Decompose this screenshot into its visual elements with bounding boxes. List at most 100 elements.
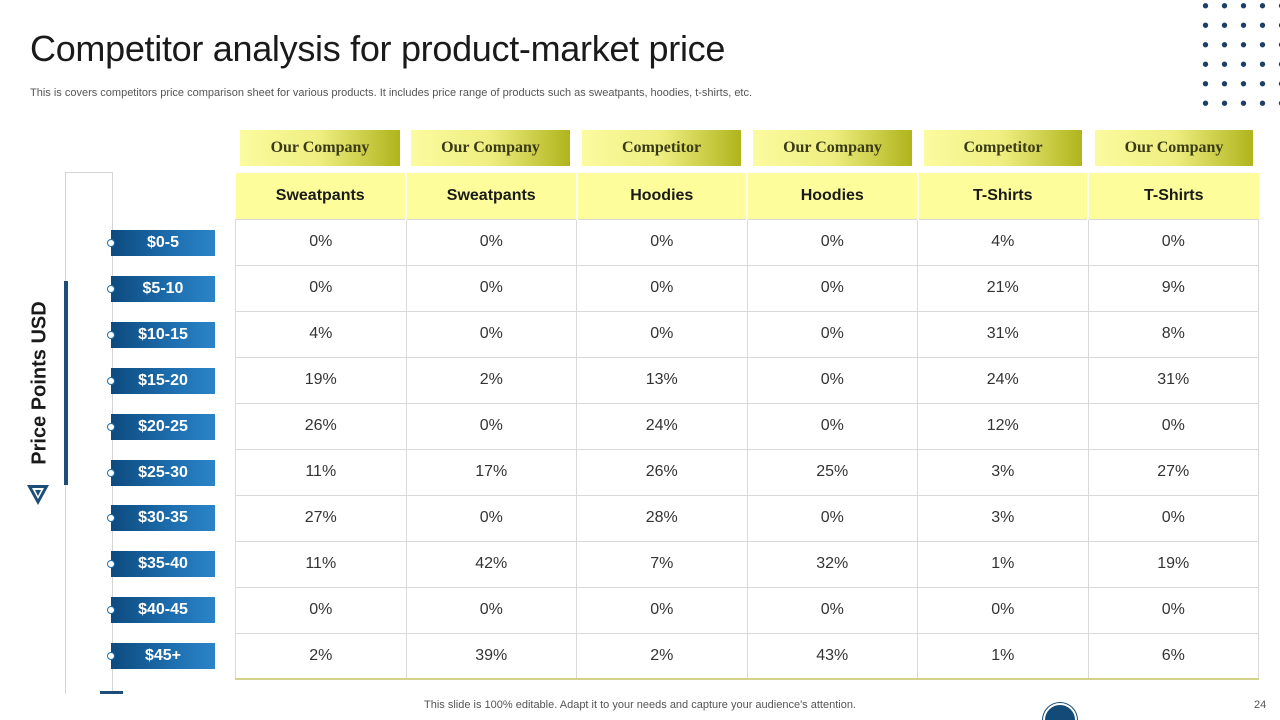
product-header: T-Shirts <box>1088 173 1259 219</box>
table-cell: 19% <box>1087 540 1259 588</box>
product-header-row: Sweatpants Sweatpants Hoodies Hoodies T-Shir… <box>235 173 1259 219</box>
table-row: 19% 2% 13% 0% 24% 31% <box>235 356 1259 404</box>
product-header: Hoodies <box>747 173 919 219</box>
product-header: Sweatpants <box>235 173 407 219</box>
table-cell: 9% <box>1087 264 1259 312</box>
price-point-tag: $45+ <box>107 643 215 670</box>
table-cell: 1% <box>917 632 1089 680</box>
table-cell: 0% <box>917 586 1089 634</box>
table-cell: 0% <box>405 310 577 358</box>
table-cell: 0% <box>746 356 918 404</box>
table-cell: 4% <box>235 310 407 358</box>
table-cell: 0% <box>576 218 748 266</box>
product-header: Sweatpants <box>406 173 578 219</box>
price-point-tag: $35-40 <box>107 551 215 578</box>
table-cell: 0% <box>405 218 577 266</box>
table-cell: 17% <box>405 448 577 496</box>
slide-title: Competitor analysis for product-market p… <box>30 28 726 69</box>
table-body: 0% 0% 0% 0% 4% 0% 0% 0% 0% 0% 21% 9% 4% 0% 0% 0% 31% 8% 19… <box>235 218 1259 680</box>
table-cell: 25% <box>746 448 918 496</box>
table-cell: 7% <box>576 540 748 588</box>
table-row: 11% 42% 7% 32% 1% 19% <box>235 540 1259 588</box>
table-cell: 0% <box>235 218 407 266</box>
column-head-3: Competitor <box>582 130 741 166</box>
price-bracket-line <box>65 172 113 694</box>
table-cell: 31% <box>917 310 1089 358</box>
table-cell: 0% <box>1087 218 1259 266</box>
table-cell: 31% <box>1087 356 1259 404</box>
table-cell: 11% <box>235 448 407 496</box>
table-cell: 3% <box>917 448 1089 496</box>
tag-hole-icon <box>107 376 115 385</box>
price-point-tag: $5-10 <box>107 275 215 302</box>
table-cell: 27% <box>235 494 407 542</box>
price-point-tag: $15-20 <box>107 367 215 394</box>
price-point-tag: $10-15 <box>107 321 215 348</box>
column-head-5: Competitor <box>924 130 1082 166</box>
price-point-tag: $25-30 <box>107 459 215 486</box>
column-head-6: Our Company <box>1095 130 1253 166</box>
table-row: 11% 17% 26% 25% 3% 27% <box>235 448 1259 496</box>
price-point-label: $0-5 <box>146 234 180 251</box>
table-cell: 13% <box>576 356 748 404</box>
table-cell: 6% <box>1087 632 1259 680</box>
table-cell: 0% <box>746 586 918 634</box>
price-point-label: $35-40 <box>138 555 188 573</box>
table-row: 0% 0% 0% 0% 4% 0% <box>235 218 1259 266</box>
table-row: 26% 0% 24% 0% 12% 0% <box>235 402 1259 450</box>
table-cell: 27% <box>1087 448 1259 496</box>
tag-hole-icon <box>107 652 115 661</box>
table-cell: 39% <box>405 632 577 680</box>
table-cell: 0% <box>405 494 577 542</box>
price-point-label: $20-25 <box>138 417 188 435</box>
table-row: 2% 39% 2% 43% 1% 6% <box>235 632 1259 680</box>
table-row: 0% 0% 0% 0% 0% 0% <box>235 586 1259 634</box>
tag-hole-icon <box>107 239 115 247</box>
price-point-label: $40-45 <box>138 601 188 619</box>
table-cell: 1% <box>917 540 1089 588</box>
table-cell: 32% <box>746 540 918 588</box>
table-cell: 4% <box>917 218 1089 266</box>
table-cell: 0% <box>746 218 918 266</box>
price-comparison-table: Sweatpants Sweatpants Hoodies Hoodies T-Shir… <box>235 173 1259 680</box>
tag-hole-icon <box>107 468 115 477</box>
tag-hole-icon <box>107 514 115 523</box>
price-point-tag: $0-5 <box>107 230 215 256</box>
table-row: 4% 0% 0% 0% 31% 8% <box>235 310 1259 358</box>
price-point-tag: $20-25 <box>107 413 215 440</box>
table-cell: 11% <box>235 540 407 588</box>
column-head-1: Our Company <box>240 130 400 166</box>
table-cell: 0% <box>746 310 918 358</box>
table-cell: 21% <box>917 264 1089 312</box>
table-cell: 0% <box>576 310 748 358</box>
table-cell: 0% <box>235 586 407 634</box>
side-accent-bar <box>64 281 68 485</box>
table-row: 27% 0% 28% 0% 3% 0% <box>235 494 1259 542</box>
price-point-label: $45+ <box>144 647 182 665</box>
triangle-down-icon <box>27 485 49 505</box>
price-point-label: $15-20 <box>138 371 188 389</box>
price-point-tag: $40-45 <box>107 597 215 624</box>
side-label: Price Points USD <box>28 301 51 465</box>
corner-circle-decoration <box>1043 703 1077 720</box>
footer-note: This slide is 100% editable. Adapt it to… <box>424 699 856 711</box>
table-cell: 2% <box>405 356 577 404</box>
table-cell: 43% <box>746 632 918 680</box>
page-number: 24 <box>1254 699 1267 711</box>
table-cell: 28% <box>576 494 748 542</box>
table-cell: 0% <box>746 494 918 542</box>
product-header: T-Shirts <box>917 173 1089 219</box>
price-point-label: $5-10 <box>142 279 184 297</box>
table-cell: 0% <box>405 586 577 634</box>
tag-hole-icon <box>107 330 115 339</box>
tag-hole-icon <box>107 422 115 431</box>
dot-grid-decoration <box>1196 0 1280 118</box>
tag-hole-icon <box>107 560 115 569</box>
table-cell: 26% <box>576 448 748 496</box>
table-cell: 42% <box>405 540 577 588</box>
table-cell: 19% <box>235 356 407 404</box>
table-cell: 3% <box>917 494 1089 542</box>
table-cell: 12% <box>917 402 1089 450</box>
price-point-label: $25-30 <box>138 463 188 481</box>
tag-hole-icon <box>107 284 115 293</box>
